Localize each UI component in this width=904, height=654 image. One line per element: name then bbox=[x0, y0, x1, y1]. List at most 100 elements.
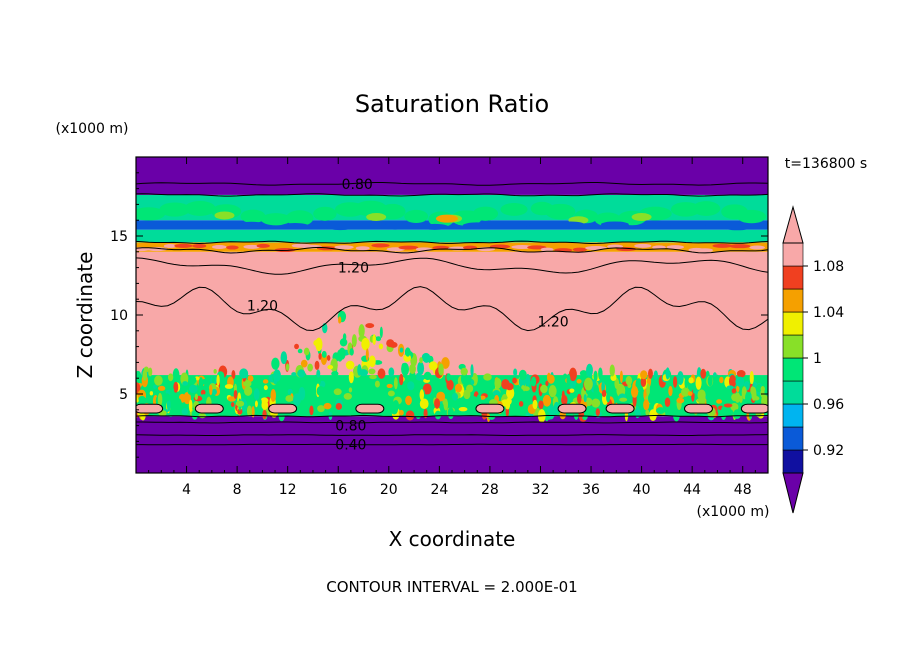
field-speck bbox=[593, 370, 598, 382]
field-speck bbox=[583, 377, 593, 391]
field-speck bbox=[377, 368, 386, 379]
field-speck bbox=[664, 397, 671, 407]
field-speck bbox=[388, 367, 395, 378]
field-speck bbox=[648, 368, 653, 379]
field-speck bbox=[154, 375, 163, 386]
y-tick-label: 10 bbox=[110, 308, 128, 324]
field-speck bbox=[318, 352, 322, 360]
field-blob bbox=[355, 246, 370, 251]
field-speck bbox=[183, 392, 192, 405]
field-speck bbox=[211, 388, 217, 396]
field-band bbox=[136, 229, 768, 243]
field-speck bbox=[579, 370, 588, 377]
field-lens bbox=[136, 403, 164, 414]
field-blob bbox=[728, 244, 751, 249]
field-speck bbox=[643, 399, 650, 411]
field-speck bbox=[647, 392, 657, 405]
field-speck bbox=[568, 367, 577, 382]
field-speck bbox=[191, 409, 199, 420]
field-blob bbox=[256, 243, 270, 248]
field-blob bbox=[240, 209, 266, 224]
field-speck bbox=[231, 370, 236, 380]
field-speck bbox=[393, 377, 398, 390]
field-speck bbox=[460, 367, 468, 376]
field-speck bbox=[593, 384, 600, 398]
field-speck bbox=[665, 367, 670, 380]
field-blob bbox=[163, 243, 178, 248]
field-speck bbox=[451, 392, 459, 401]
field-speck bbox=[446, 373, 451, 381]
field-speck bbox=[681, 387, 690, 397]
field-blob bbox=[540, 247, 554, 252]
x-tick-label: 8 bbox=[233, 482, 242, 498]
field-blob bbox=[600, 221, 629, 228]
field-speck bbox=[188, 399, 193, 412]
field-speck bbox=[343, 393, 353, 400]
field-blob bbox=[511, 244, 533, 249]
field-speck bbox=[512, 377, 517, 384]
field-speck bbox=[531, 376, 537, 387]
field-blob bbox=[326, 224, 355, 231]
field-speck bbox=[399, 347, 404, 353]
field-speck bbox=[532, 399, 538, 410]
field-speck bbox=[399, 373, 404, 386]
field-speck bbox=[387, 390, 395, 397]
field-blob bbox=[712, 243, 733, 248]
field-speck bbox=[697, 389, 706, 401]
field-speck bbox=[335, 403, 343, 410]
field-blob bbox=[556, 221, 585, 228]
field-speck bbox=[270, 389, 276, 402]
colorbar: 0.92 0.96 1 1.04 1.08 bbox=[782, 205, 844, 514]
contour-label: 1.20 bbox=[247, 299, 278, 315]
field-blob bbox=[136, 207, 166, 221]
field-speck bbox=[188, 375, 197, 385]
field-speck bbox=[728, 374, 737, 388]
field-speck bbox=[309, 405, 314, 416]
field-speck bbox=[542, 394, 552, 407]
colorbar-tick-label: 0.92 bbox=[813, 443, 844, 459]
field-speck bbox=[441, 357, 450, 369]
field-speck bbox=[630, 385, 639, 398]
field-speck bbox=[292, 393, 301, 407]
contour-label: 0.80 bbox=[342, 177, 373, 193]
field-speck bbox=[323, 402, 332, 410]
field-speck bbox=[291, 372, 297, 377]
field-blob bbox=[371, 243, 390, 248]
field-blob bbox=[174, 243, 193, 248]
field-speck bbox=[756, 383, 762, 393]
y-axis-title: Z coordinate bbox=[73, 252, 97, 379]
x-tick-label: 48 bbox=[734, 482, 752, 498]
field-blob bbox=[404, 209, 429, 224]
field-speck bbox=[672, 376, 678, 388]
time-label: t=136800 s bbox=[785, 156, 867, 172]
field-speck bbox=[392, 400, 400, 412]
field-speck bbox=[348, 371, 354, 384]
field-speck bbox=[230, 402, 235, 407]
field-speck bbox=[463, 389, 471, 400]
x-axis-title: X coordinate bbox=[389, 527, 516, 551]
field-speck bbox=[331, 370, 339, 377]
field-speck bbox=[339, 338, 348, 347]
field-speck bbox=[709, 388, 719, 400]
colorbar-tick-label: 1 bbox=[813, 351, 822, 367]
field-speck bbox=[138, 395, 146, 403]
field-speck bbox=[239, 368, 249, 379]
field-speck bbox=[362, 385, 367, 397]
field-blob bbox=[634, 243, 652, 248]
field-speck bbox=[303, 347, 310, 356]
field-speck bbox=[273, 369, 281, 382]
field-blob bbox=[723, 224, 752, 231]
field-speck bbox=[415, 407, 422, 420]
field-speck bbox=[163, 393, 171, 402]
colorbar-segment bbox=[782, 449, 804, 474]
field-blob bbox=[435, 214, 458, 223]
field-speck bbox=[538, 400, 544, 410]
field-blob bbox=[420, 223, 449, 230]
colorbar-segment bbox=[782, 380, 804, 405]
field-speck bbox=[405, 395, 412, 406]
field-speck bbox=[243, 386, 253, 396]
field-speck bbox=[300, 359, 308, 368]
field-speck bbox=[713, 372, 717, 377]
field-speck bbox=[719, 376, 724, 384]
field-speck bbox=[338, 316, 342, 324]
